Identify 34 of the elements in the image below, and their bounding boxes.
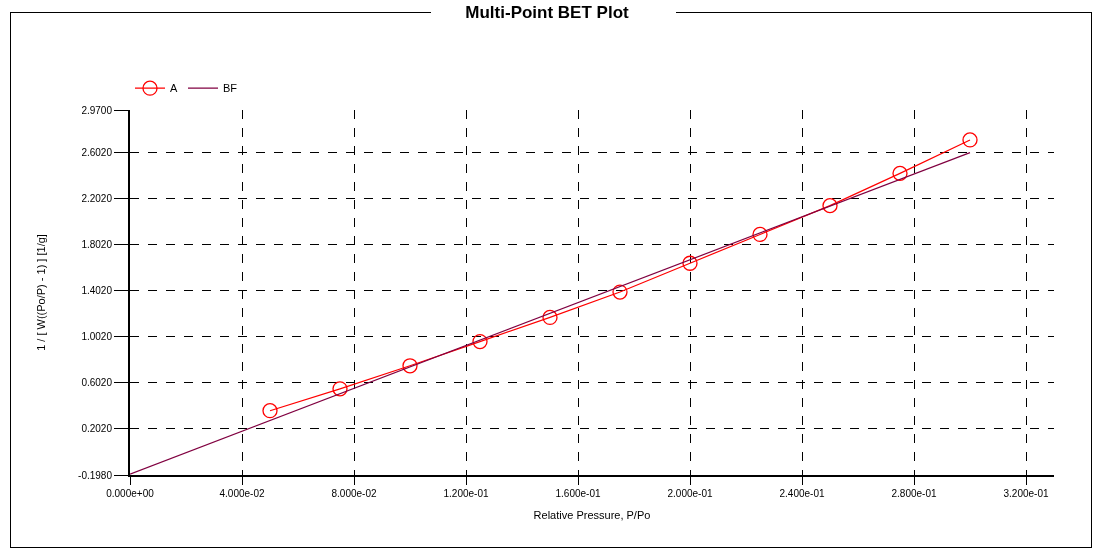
x-tick-label: 1.200e-01: [443, 488, 489, 499]
x-axis-title: Relative Pressure, P/Po: [533, 509, 651, 521]
point: [682, 255, 698, 271]
x-tick-label: 4.000e-02: [219, 488, 265, 499]
y-tick-label: 1.4020: [81, 285, 113, 297]
y-tick-label: 2.2020: [81, 192, 113, 204]
x-tick-label: 8.000e-02: [331, 488, 377, 499]
y-tick-label: 0.6020: [81, 377, 113, 389]
x-tick-label: 0.000e+00: [106, 488, 155, 499]
y-tick-label: 1.8020: [81, 239, 113, 251]
x-tick-label: 3.200e-01: [1003, 488, 1049, 499]
point: [402, 358, 418, 374]
point: [612, 284, 628, 300]
y-axis-title: 1 / [ W((Po/P) - 1) ] [1/g]: [35, 234, 48, 351]
point: [752, 226, 768, 243]
chart-title: Multi-Point BET Plot: [465, 3, 630, 23]
x-tick-label: 2.400e-01: [779, 488, 825, 499]
point: [892, 165, 908, 182]
legend-label: A: [170, 82, 178, 95]
point: [542, 309, 558, 326]
y-tick-label: 2.9700: [81, 104, 113, 116]
legend-label: BF: [223, 82, 238, 95]
x-tick-label: 2.000e-01: [667, 488, 713, 499]
y-tick-label: 0.2020: [81, 423, 113, 435]
point: [332, 381, 348, 397]
x-tick-label: 1.600e-01: [555, 488, 601, 499]
y-tick-label: -0.1980: [78, 469, 113, 481]
point: [472, 333, 488, 350]
point: [262, 403, 278, 419]
y-tick-label: 1.0020: [81, 331, 113, 343]
y-tick-label: 2.6020: [81, 146, 113, 158]
point: [962, 132, 978, 148]
x-tick-label: 2.800e-01: [891, 488, 937, 499]
point: [822, 197, 838, 214]
